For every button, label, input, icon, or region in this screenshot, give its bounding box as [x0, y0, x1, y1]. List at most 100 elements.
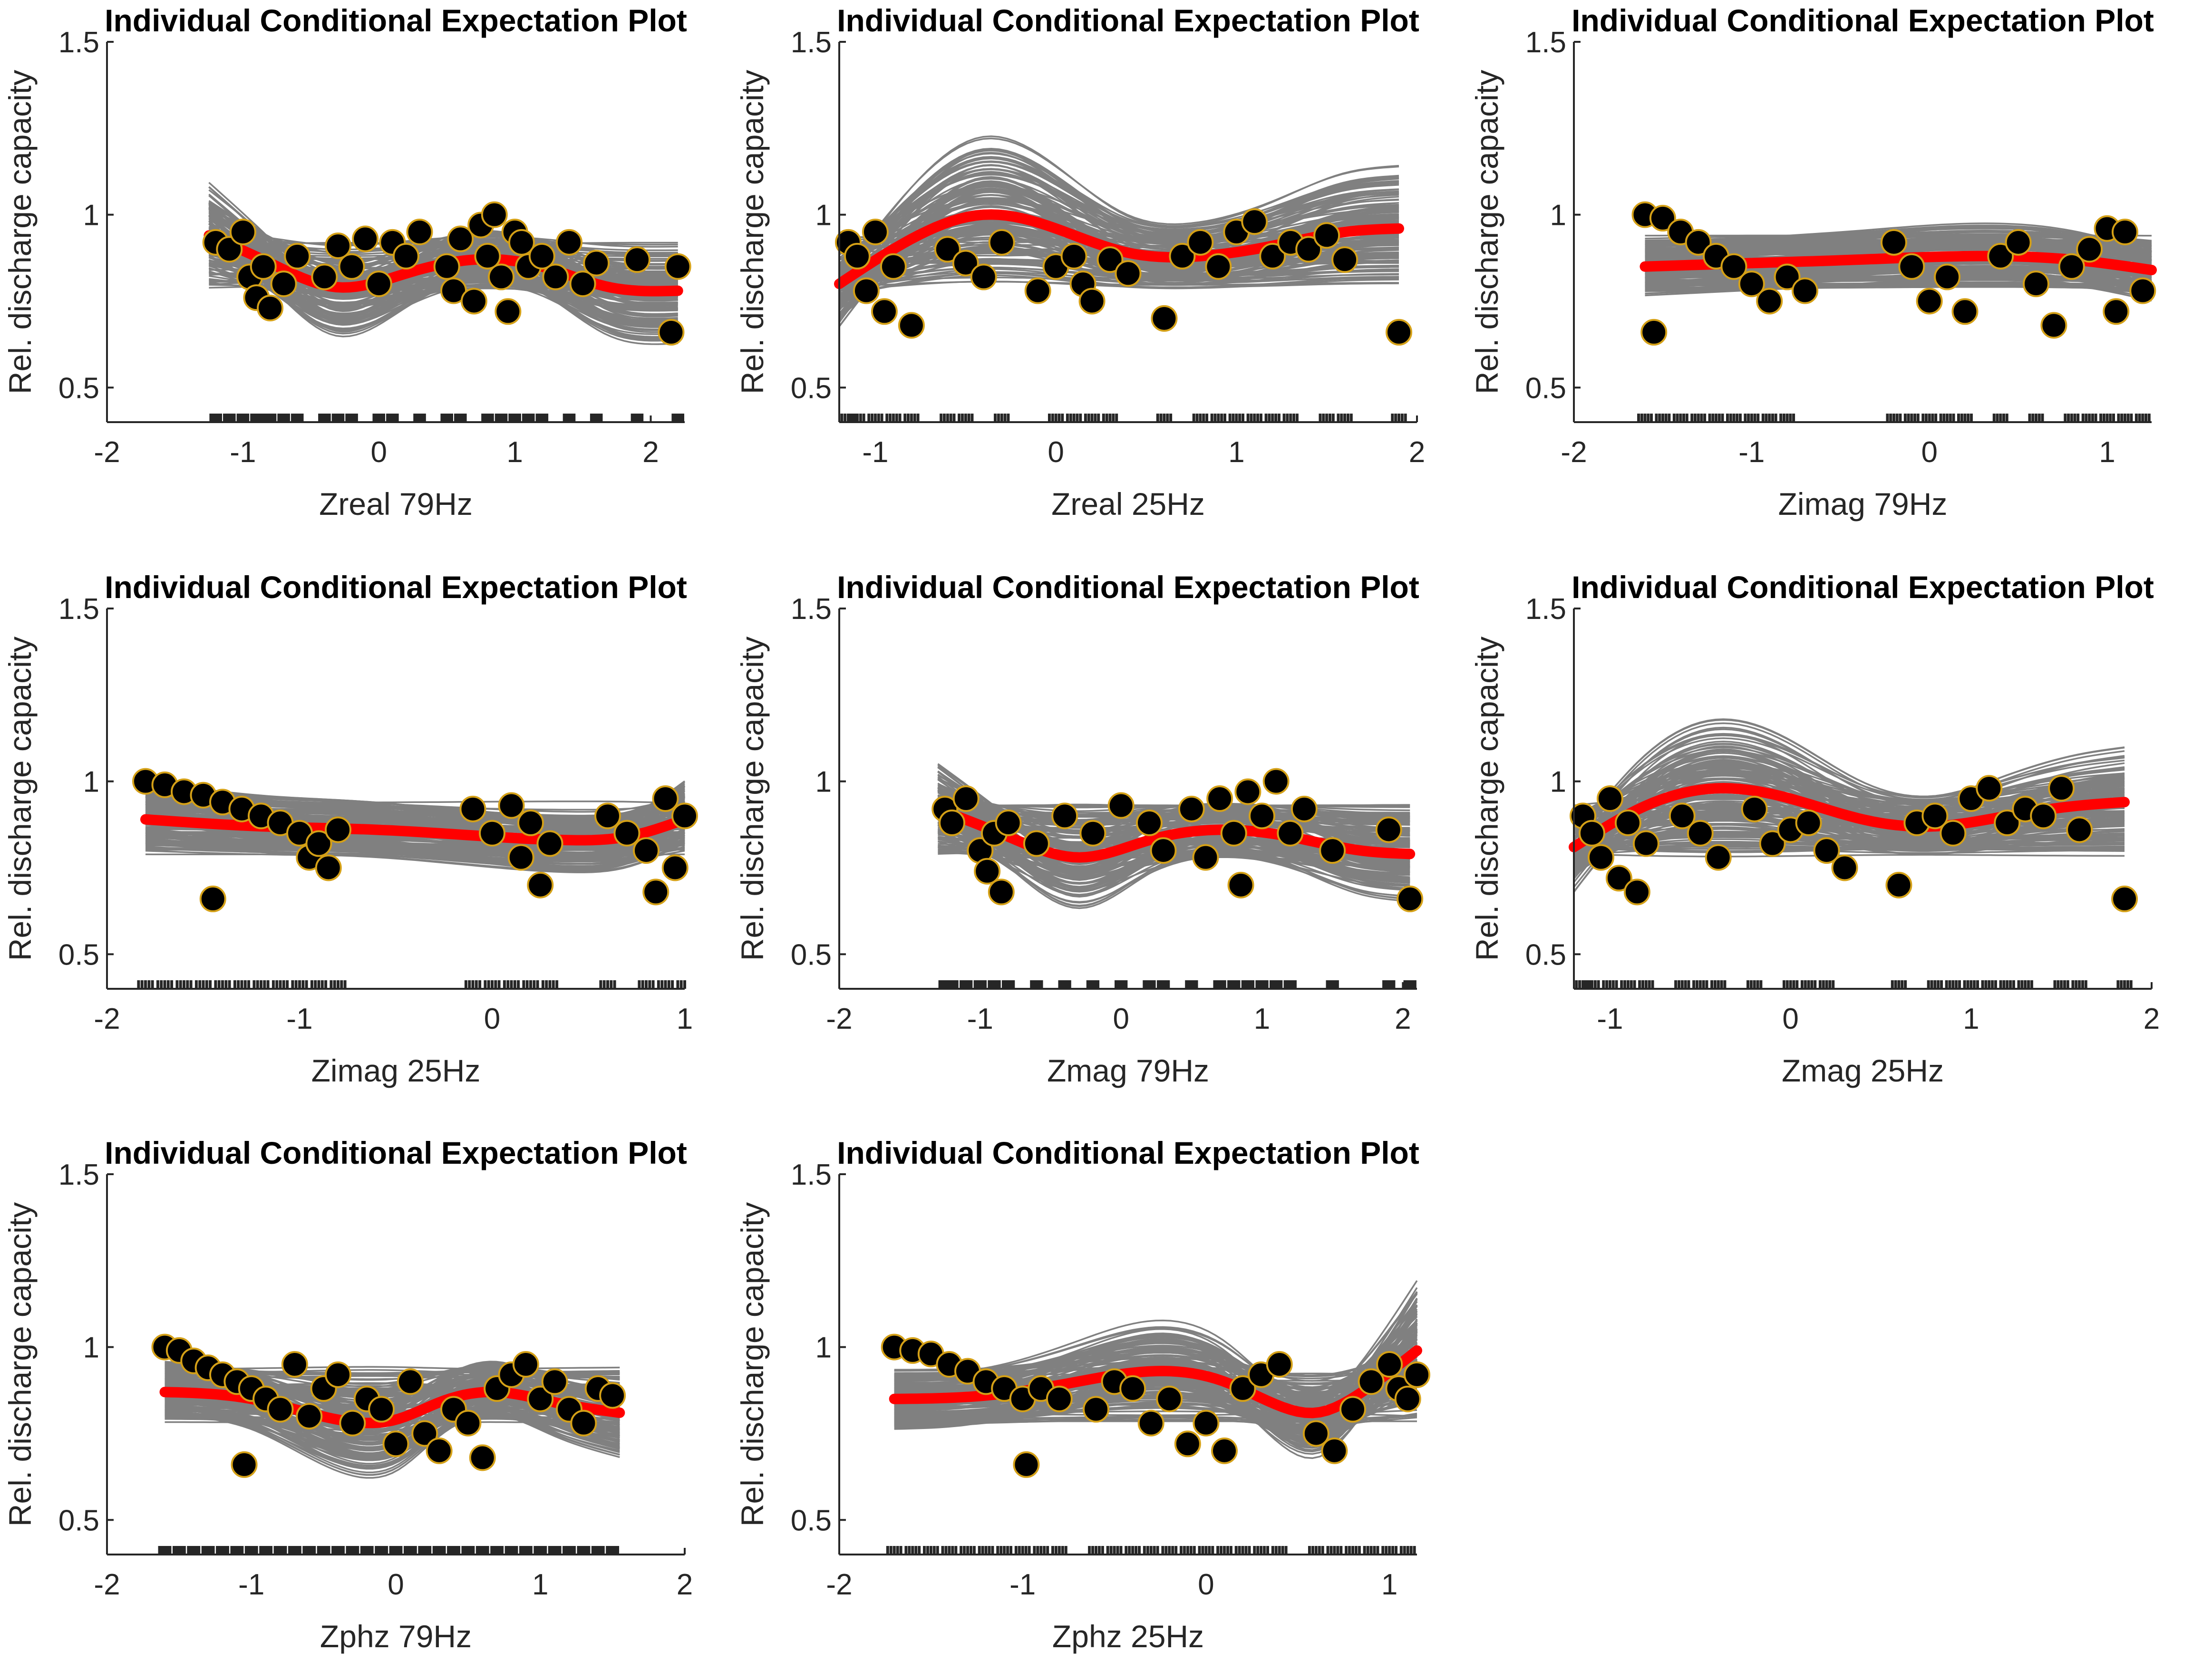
data-point: [1587, 844, 1614, 871]
ice-curve: [1573, 793, 2125, 875]
y-tick-label: 0.5: [791, 372, 832, 405]
ice-curve: [145, 842, 685, 872]
data-point: [1885, 871, 1912, 898]
data-point: [1994, 809, 2021, 836]
data-points: [881, 1333, 1430, 1478]
data-points: [202, 201, 691, 346]
data-point: [469, 1444, 496, 1471]
x-tick-label: 1: [677, 1003, 693, 1035]
data-point: [1331, 246, 1358, 273]
ice-curve: [938, 797, 1410, 816]
data-point: [325, 1361, 351, 1388]
data-point: [495, 298, 522, 325]
x-tick-label: 1: [2099, 436, 2115, 469]
ice-curve: [894, 1400, 1417, 1424]
data-point: [613, 820, 640, 847]
data-point: [1987, 242, 2014, 270]
data-point: [250, 253, 277, 280]
ice-curve: [1645, 284, 2152, 295]
data-point: [352, 225, 379, 252]
data-point: [2005, 229, 2032, 256]
y-axis-label: Rel. discharge capacity: [2, 637, 38, 961]
data-point: [1940, 820, 1967, 847]
data-point: [1880, 229, 1907, 256]
ice-curve: [1573, 846, 2125, 853]
y-tick-label: 1.5: [791, 26, 832, 59]
ice-curve: [145, 841, 685, 858]
data-point: [231, 1451, 258, 1478]
ice-curve: [839, 274, 1399, 298]
data-point: [481, 201, 508, 228]
data-point: [1259, 242, 1286, 270]
data-point: [392, 242, 419, 270]
data-point: [569, 270, 596, 298]
y-tick-label: 0.5: [58, 372, 99, 405]
data-point: [284, 242, 311, 270]
data-point: [1119, 1375, 1146, 1402]
y-tick-label: 1.5: [791, 593, 832, 626]
x-axis-label: Zphz 79Hz: [320, 1619, 472, 1654]
ice-curve: [145, 847, 685, 851]
data-point: [1151, 305, 1178, 332]
x-tick-label: 1: [506, 436, 523, 469]
data-point: [229, 219, 256, 245]
data-point: [460, 288, 487, 315]
y-tick-label: 1.5: [58, 26, 99, 59]
data-point: [1921, 802, 1949, 830]
plot-title: Individual Conditional Expectation Plot: [105, 3, 687, 38]
ice-curve: [1573, 809, 2125, 864]
data-point: [1705, 844, 1732, 871]
data-point: [1023, 830, 1050, 857]
data-point: [1394, 1385, 1421, 1412]
rug-marks: [886, 1546, 1416, 1555]
ice-curve: [1573, 832, 2125, 844]
data-point: [1640, 319, 1668, 346]
data-point: [527, 871, 554, 898]
x-tick-label: -1: [967, 1003, 993, 1035]
ice-curve: [165, 1417, 620, 1432]
data-point: [1249, 802, 1276, 830]
data-point: [1156, 1385, 1183, 1412]
data-point: [1831, 854, 1858, 881]
y-tick-label: 0.5: [791, 938, 832, 971]
ice-curve: [165, 1366, 620, 1370]
data-point: [1313, 222, 1340, 249]
data-point: [1211, 1437, 1238, 1464]
plot-title: Individual Conditional Expectation Plot: [1572, 570, 2154, 605]
data-point: [1376, 1351, 1403, 1378]
ice-curve: [894, 1349, 1417, 1377]
data-point: [311, 263, 338, 290]
data-point: [257, 295, 284, 321]
x-tick-label: 2: [677, 1568, 693, 1601]
y-tick-label: 1: [1550, 199, 1566, 232]
data-point: [570, 1410, 597, 1437]
x-axis-label: Zimag 25Hz: [311, 1053, 481, 1088]
y-tick-label: 1.5: [791, 1159, 832, 1191]
data-point: [1241, 208, 1268, 235]
data-point: [542, 263, 569, 290]
data-point: [2066, 816, 2093, 843]
data-point: [853, 277, 880, 304]
data-point: [1083, 1396, 1109, 1423]
data-point: [433, 253, 460, 280]
data-points: [132, 768, 698, 912]
data-point: [1220, 820, 1247, 847]
y-tick-label: 1: [1550, 766, 1566, 799]
data-point: [1976, 775, 2003, 802]
data-point: [939, 809, 966, 836]
x-tick-label: 0: [1782, 1003, 1798, 1035]
subplot-1: 0.5 1 1.5 -2 -1 0 1 2 Zreal 79Hz Rel. discharge c…: [2, 3, 691, 521]
subplot-3: 0.5 1 1.5 -2 -1 0 1 Zimag 79Hz Rel. discharge ca…: [1469, 3, 2157, 521]
data-point: [583, 250, 610, 277]
subplot-2: 0.5 1 1.5 -1 0 1 2 Zreal 25Hz Rel. discharge cap…: [735, 3, 1425, 521]
data-point: [642, 879, 669, 906]
data-point: [1319, 837, 1346, 864]
ice-curve: [938, 804, 1410, 807]
rug-marks: [158, 1546, 620, 1555]
data-point: [1756, 288, 1783, 315]
data-point: [1227, 871, 1254, 898]
x-tick-label: 0: [1921, 436, 1937, 469]
data-point: [556, 229, 582, 256]
data-point: [1375, 816, 1402, 843]
